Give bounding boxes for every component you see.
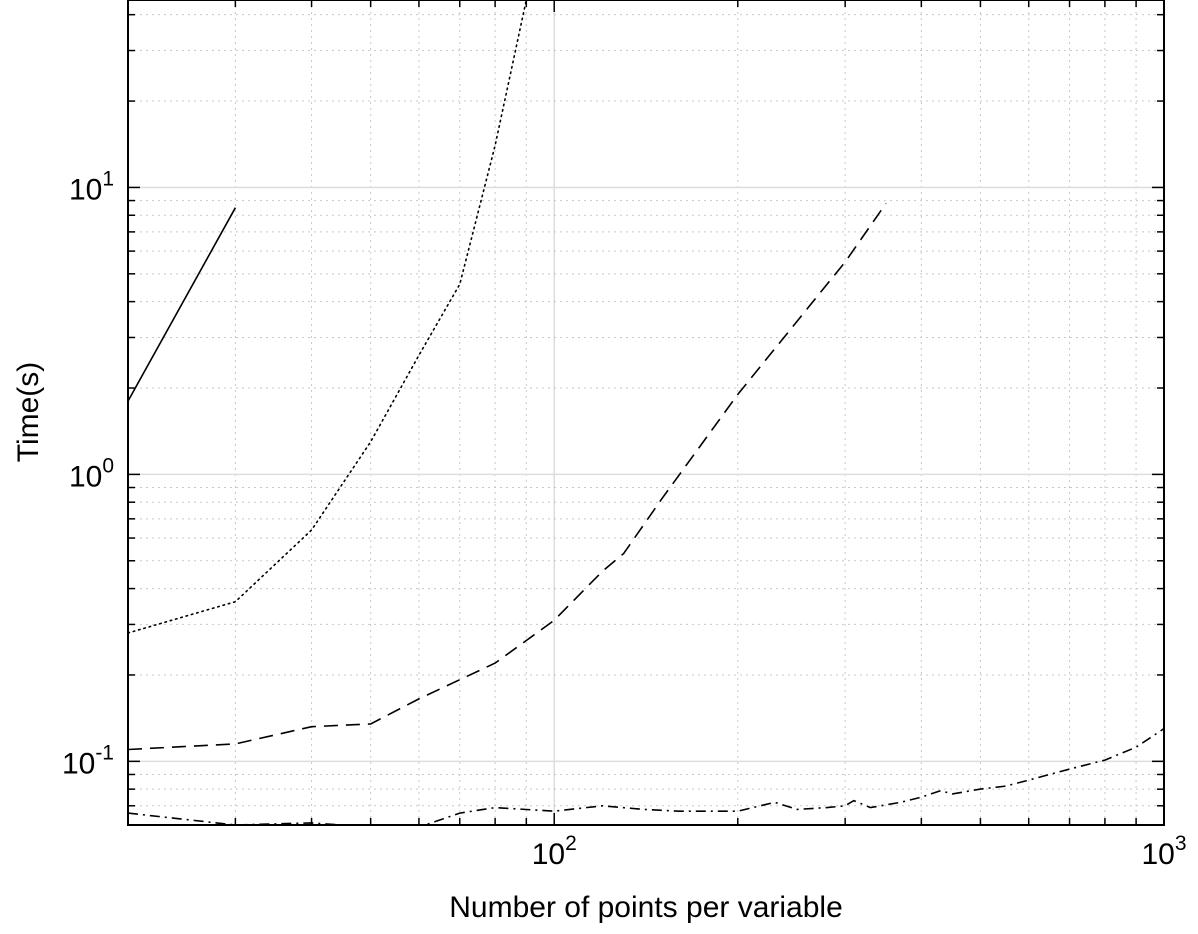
grid xyxy=(127,0,1165,826)
x-tick-label: 102 xyxy=(532,832,577,871)
plot-frame xyxy=(127,0,1165,826)
y-tick-label: 101 xyxy=(69,167,114,206)
series-line-dashdot xyxy=(128,727,1164,825)
series-line-dashed xyxy=(128,202,887,751)
series-line-solid xyxy=(128,207,237,402)
y-tick-label: 100 xyxy=(69,454,114,493)
x-tick-label: 103 xyxy=(1141,832,1186,871)
ticks: 102 103 10-1 100 101 xyxy=(62,0,1187,871)
y-axis-label: Time(s) xyxy=(12,362,45,463)
y-tick-label: 10-1 xyxy=(62,741,114,780)
series-line-dotted xyxy=(128,0,528,634)
x-axis-label: Number of points per variable xyxy=(449,891,843,924)
series-layer xyxy=(128,0,1164,825)
